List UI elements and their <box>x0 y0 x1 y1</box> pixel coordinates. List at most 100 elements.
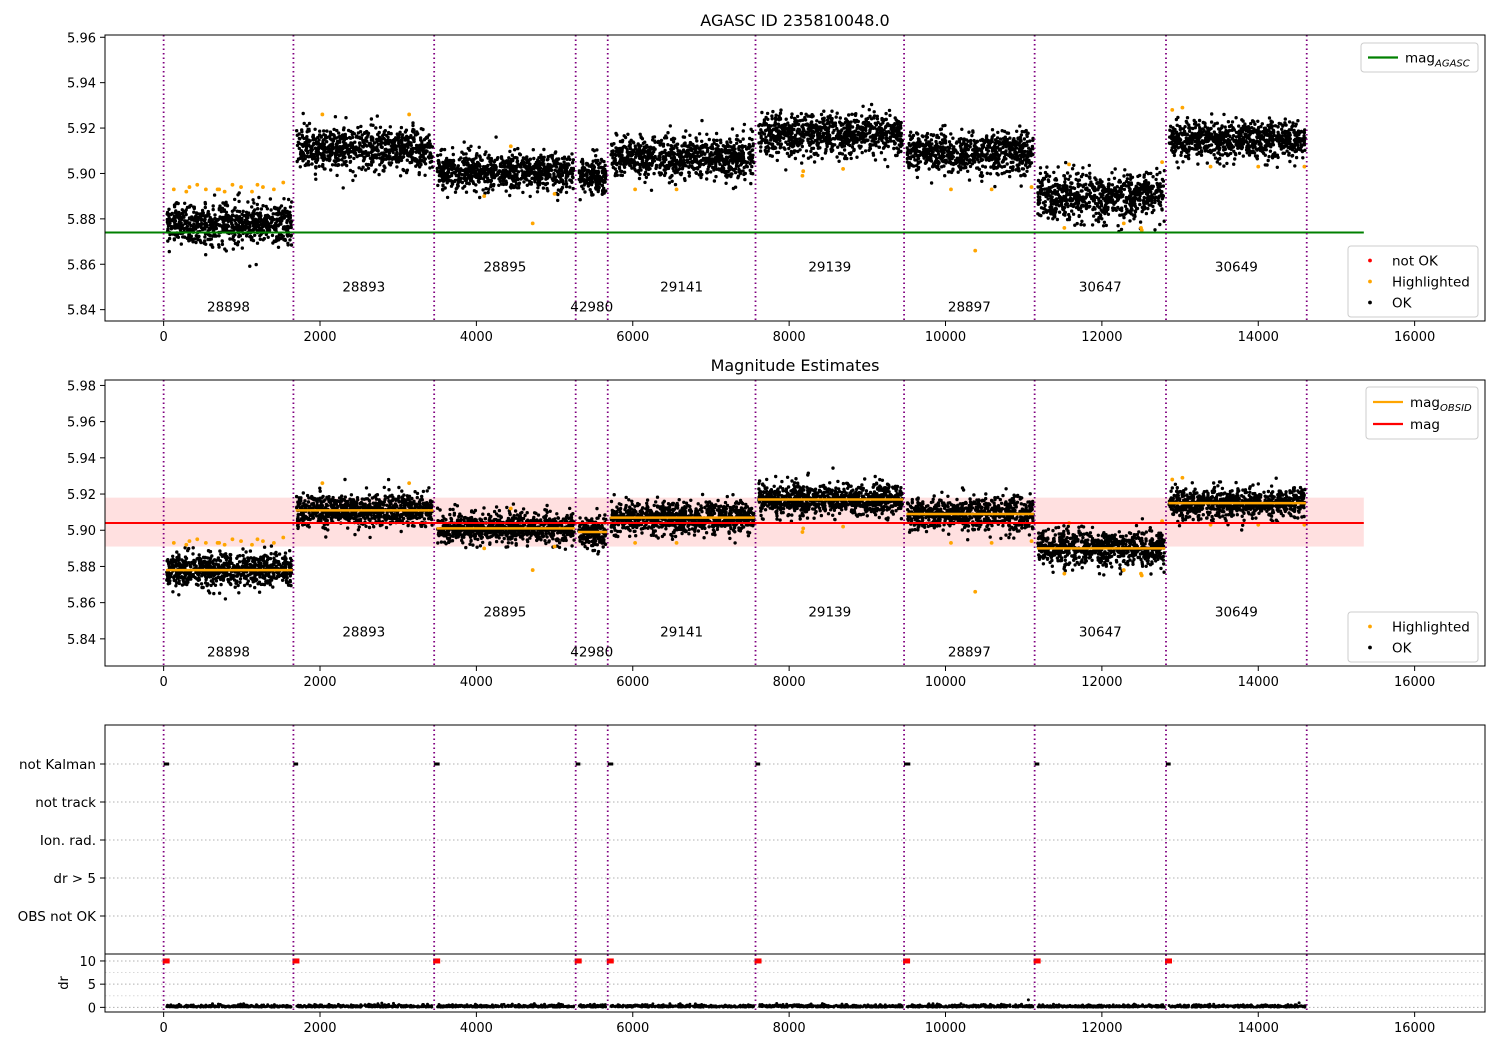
estimates-legend-bottom: Highlighted OK <box>1347 611 1479 663</box>
legend-label: not OK <box>1392 254 1439 270</box>
agasc-panel: AGASC ID 235810048.0 28898 28893 28895 4298… <box>67 11 1486 345</box>
x-tick-label: 0 <box>159 1021 167 1036</box>
highlighted-point <box>195 537 200 542</box>
highlighted-point <box>1160 160 1164 165</box>
not-kalman-mark <box>755 762 761 766</box>
highlighted-point <box>552 544 557 549</box>
highlighted-point <box>530 568 535 572</box>
not-kalman-mark <box>293 762 299 766</box>
legend-marker-swatch <box>1368 645 1372 650</box>
legend-label: OK <box>1392 641 1413 657</box>
obsid-label: 42980 <box>570 645 613 661</box>
x-tick-label: 0 <box>159 675 167 690</box>
x-tick-label: 2000 <box>303 1021 336 1036</box>
legend-box <box>1347 611 1479 663</box>
x-tick-label: 2000 <box>303 330 336 345</box>
highlighted-point <box>1170 477 1175 482</box>
not-kalman-mark <box>904 762 911 766</box>
highlighted-point <box>949 187 953 192</box>
legend-subscript: AGASC <box>1434 59 1470 70</box>
ok-points <box>165 102 1307 268</box>
obsid-label: 28898 <box>207 645 250 661</box>
category-label: not track <box>35 795 96 811</box>
y-tick-label: 5.94 <box>67 452 96 467</box>
highlighted-point <box>1029 185 1034 189</box>
highlighted-point <box>255 537 260 542</box>
x-tick-label: 4000 <box>460 675 493 690</box>
highlighted-point <box>320 481 325 486</box>
x-tick-label: 8000 <box>773 675 806 690</box>
estimates-title: Magnitude Estimates <box>711 356 880 375</box>
highlighted-point <box>552 191 557 196</box>
obsid-label: 30649 <box>1215 605 1258 621</box>
highlighted-point <box>271 541 276 545</box>
highlighted-point <box>239 539 243 544</box>
highlighted-point <box>508 144 513 149</box>
legend-label: OK <box>1392 296 1413 312</box>
highlighted-point <box>674 187 679 192</box>
x-tick-label: 14000 <box>1238 675 1279 690</box>
obsid-label: 28897 <box>948 300 991 316</box>
highlighted-point <box>261 539 265 544</box>
obsid-label: 28897 <box>948 645 991 661</box>
x-tick-label: 10000 <box>925 1021 966 1036</box>
highlighted-point <box>1170 108 1175 112</box>
agasc-axes-frame <box>104 34 1486 322</box>
highlighted-point <box>171 187 176 192</box>
highlighted-point <box>841 524 845 529</box>
y-tick-label: 5.98 <box>67 379 96 394</box>
dr-axis-label: dr <box>57 976 72 990</box>
highlighted-point <box>407 481 412 486</box>
obsid-label: 29139 <box>808 260 851 276</box>
highlighted-point <box>949 541 953 545</box>
x-tick-label: 12000 <box>1081 1021 1122 1036</box>
highlighted-point <box>973 248 978 253</box>
obsid-label: 42980 <box>570 300 613 316</box>
highlighted-point <box>195 182 200 187</box>
not-kalman-mark <box>163 762 170 766</box>
highlighted-point <box>230 537 235 542</box>
highlighted-point <box>203 187 208 192</box>
x-tick-label: 14000 <box>1238 330 1279 345</box>
highlighted-point <box>800 530 805 534</box>
flags-ticks: not Kalman not track Ion. rad. dr > 5 OBS no… <box>18 757 1436 1036</box>
estimates-data-layer: 28898 28893 28895 42980 29141 29139 28897 30647… <box>105 380 1364 666</box>
estimates-axes-frame <box>104 379 1486 667</box>
highlighted-point <box>187 539 192 544</box>
legend-marker-swatch <box>1368 279 1372 284</box>
highlighted-point <box>801 526 806 531</box>
y-tick-label: 5.92 <box>67 488 96 503</box>
dr-y-tick-label: 0 <box>88 1001 96 1016</box>
legend-marker-swatch <box>1368 300 1372 305</box>
y-tick-label: 5.84 <box>67 633 96 648</box>
highlighted-point <box>800 173 805 178</box>
highlighted-point <box>261 185 265 189</box>
x-tick-label: 14000 <box>1238 1021 1279 1036</box>
x-tick-label: 12000 <box>1081 330 1122 345</box>
x-tick-label: 10000 <box>925 675 966 690</box>
obsid-label: 28895 <box>483 260 526 276</box>
x-tick-label: 8000 <box>773 1021 806 1036</box>
estimates-panel: Magnitude Estimates 28898 28893 28895 42980… <box>67 356 1486 690</box>
highlighted-point <box>250 189 254 194</box>
flags-data-layer <box>105 725 1485 1012</box>
highlighted-point <box>989 187 994 192</box>
not-kalman-mark <box>575 762 581 766</box>
highlighted-point <box>841 167 845 171</box>
y-tick-label: 5.90 <box>67 524 96 539</box>
category-label: Ion. rad. <box>40 833 96 849</box>
dr-y-tick-label: 10 <box>79 955 96 970</box>
obsid-label: 28895 <box>483 605 526 621</box>
highlighted-points <box>171 105 1307 253</box>
obsid-label: 28893 <box>342 625 385 641</box>
x-tick-label: 10000 <box>925 330 966 345</box>
highlighted-point <box>222 189 227 194</box>
y-tick-label: 5.96 <box>67 31 96 46</box>
highlighted-point <box>989 541 994 545</box>
highlighted-point <box>1062 226 1067 230</box>
highlighted-point <box>320 112 325 117</box>
obsid-label: 30647 <box>1079 625 1122 641</box>
plot-area <box>105 466 1364 601</box>
y-tick-label: 5.94 <box>67 77 96 92</box>
